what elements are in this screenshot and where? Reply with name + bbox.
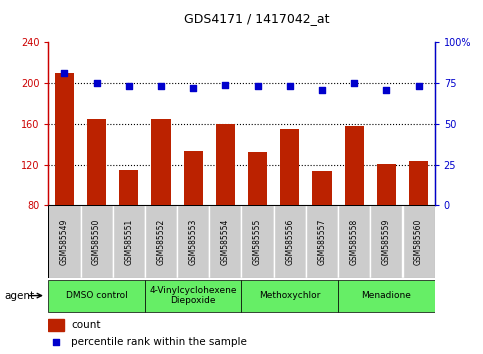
Bar	[145, 280, 242, 312]
Bar	[248, 152, 267, 287]
Bar	[184, 152, 203, 287]
Point	[222, 82, 229, 88]
Bar	[177, 205, 209, 278]
Point	[157, 84, 165, 89]
Bar	[145, 205, 177, 278]
Text: GSM585556: GSM585556	[285, 218, 294, 265]
Bar	[113, 205, 145, 278]
Point	[52, 339, 60, 344]
Bar	[48, 280, 145, 312]
Bar	[48, 319, 64, 331]
Text: GSM585550: GSM585550	[92, 218, 101, 265]
Text: GSM585557: GSM585557	[317, 218, 327, 265]
Text: count: count	[71, 320, 101, 330]
Text: DMSO control: DMSO control	[66, 291, 128, 300]
Bar	[81, 205, 113, 278]
Point	[318, 87, 326, 92]
Bar	[274, 205, 306, 278]
Bar	[370, 205, 402, 278]
Text: GSM585559: GSM585559	[382, 218, 391, 265]
Point	[125, 84, 133, 89]
Text: GSM585553: GSM585553	[189, 218, 198, 265]
Point	[350, 80, 358, 86]
Text: GSM585549: GSM585549	[60, 218, 69, 265]
Text: GSM585554: GSM585554	[221, 218, 230, 265]
Bar	[409, 161, 428, 287]
Point	[189, 85, 197, 91]
Bar	[242, 205, 274, 278]
Text: GDS4171 / 1417042_at: GDS4171 / 1417042_at	[184, 12, 329, 25]
Bar	[216, 124, 235, 287]
Bar	[402, 205, 435, 278]
Bar	[48, 205, 81, 278]
Text: Methoxychlor: Methoxychlor	[259, 291, 321, 300]
Text: Menadione: Menadione	[361, 291, 412, 300]
Bar	[55, 73, 74, 287]
Text: GSM585560: GSM585560	[414, 218, 423, 265]
Point	[254, 84, 261, 89]
Bar	[338, 280, 435, 312]
Bar	[306, 205, 338, 278]
Text: percentile rank within the sample: percentile rank within the sample	[71, 337, 247, 347]
Text: GSM585558: GSM585558	[350, 218, 359, 265]
Bar	[313, 171, 332, 287]
Bar	[209, 205, 242, 278]
Bar	[338, 205, 370, 278]
Point	[383, 87, 390, 92]
Bar	[280, 129, 299, 287]
Text: GSM585551: GSM585551	[124, 218, 133, 265]
Bar	[242, 280, 338, 312]
Bar	[151, 119, 170, 287]
Text: GSM585552: GSM585552	[156, 218, 166, 265]
Text: agent: agent	[5, 291, 35, 301]
Point	[415, 84, 423, 89]
Bar	[119, 170, 139, 287]
Text: GSM585555: GSM585555	[253, 218, 262, 265]
Point	[93, 80, 100, 86]
Point	[60, 70, 68, 76]
Bar	[344, 126, 364, 287]
Bar	[377, 164, 396, 287]
Bar	[87, 119, 106, 287]
Point	[286, 84, 294, 89]
Text: 4-Vinylcyclohexene
Diepoxide: 4-Vinylcyclohexene Diepoxide	[149, 286, 237, 305]
